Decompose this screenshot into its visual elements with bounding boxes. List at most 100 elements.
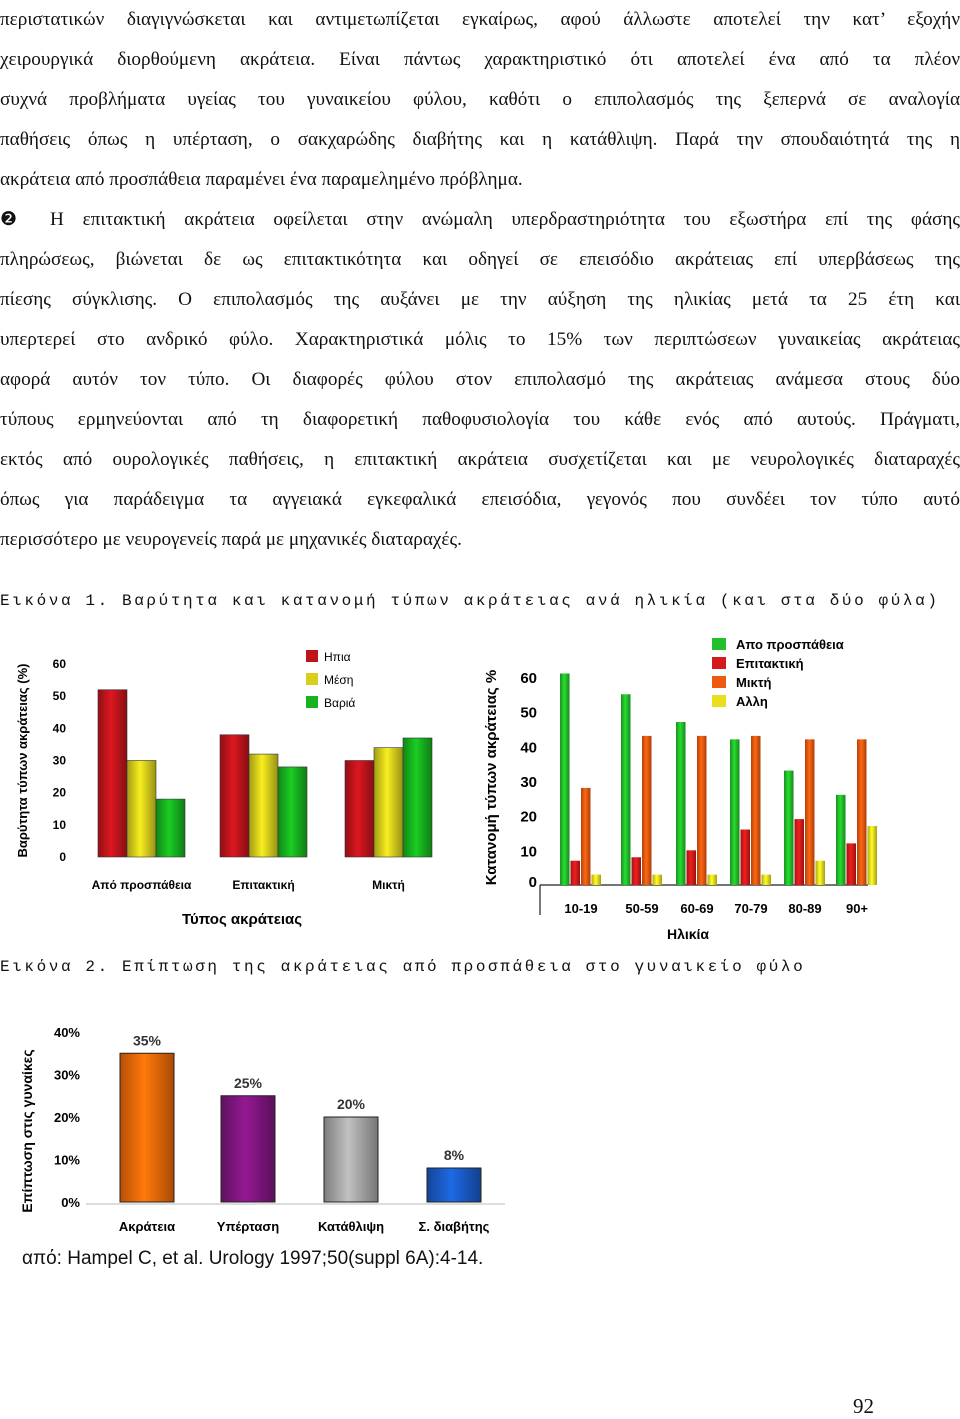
text-line: χειρουργικά διορθούμενη ακράτεια. Είναι … bbox=[0, 49, 960, 70]
text-line: όπως για παράδειγμα τα αγγειακά εγκεφαλι… bbox=[0, 489, 960, 510]
y-tick-label: 30 bbox=[53, 754, 67, 768]
bar bbox=[631, 857, 641, 885]
y-tick-label: 60 bbox=[53, 657, 67, 671]
legend-label: Αλλη bbox=[736, 694, 768, 709]
bar bbox=[581, 787, 591, 885]
bar bbox=[751, 735, 761, 885]
page-number: 92 bbox=[853, 1394, 874, 1418]
x-category-label: Μικτή bbox=[372, 878, 405, 892]
y-tick-label: 50 bbox=[520, 705, 537, 722]
bar bbox=[570, 860, 580, 885]
data-label: 20% bbox=[337, 1096, 366, 1112]
legend-swatch bbox=[712, 695, 726, 707]
y-tick-label: 0% bbox=[61, 1195, 80, 1210]
text-line: πίεσης σύγκλισης. Ο επιπολασμός της αυξά… bbox=[0, 289, 960, 310]
y-tick-label: 30% bbox=[54, 1068, 80, 1083]
x-category-label: 10-19 bbox=[564, 901, 597, 916]
bar bbox=[219, 734, 250, 858]
legend-label: Επιτακτική bbox=[736, 656, 804, 671]
y-tick-label: 40 bbox=[53, 721, 67, 735]
bar bbox=[815, 860, 825, 885]
text-line: περιστατικών διαγιγνώσκεται και αντιμετω… bbox=[0, 9, 960, 30]
body-text: περιστατικών διαγιγνώσκεται και αντιμετω… bbox=[0, 0, 960, 560]
x-category-label: 90+ bbox=[846, 901, 868, 916]
y-tick-label: 40 bbox=[520, 739, 537, 756]
bar bbox=[248, 753, 279, 858]
x-category-label: Σ. διαβήτης bbox=[419, 1219, 490, 1234]
bar bbox=[730, 739, 740, 885]
bar bbox=[323, 1116, 379, 1203]
x-category-label: 60-69 bbox=[680, 901, 713, 916]
bar bbox=[426, 1167, 482, 1203]
text-line: ακράτεια από προσπάθεια παραμένει ένα πα… bbox=[0, 169, 523, 190]
bar bbox=[373, 747, 404, 858]
severity-chart: 0 10 20 30 40 50 60 Βαρύτητα τύπων ακράτειας (%… bbox=[15, 650, 433, 928]
bar bbox=[686, 850, 696, 885]
y-axis-label: Επίπτωση στις γυναίκες bbox=[19, 1049, 35, 1212]
bar bbox=[402, 737, 433, 858]
text-line: αφορά αυτόν τον τύπο. Οι διαφορές φύλου … bbox=[0, 369, 960, 390]
legend-swatch bbox=[306, 673, 318, 685]
text-line: περισσότερο με νευρογενείς παρά με μηχαν… bbox=[0, 529, 462, 550]
text-line: συχνά προβλήματα υγείας του γυναικείου φ… bbox=[0, 89, 960, 110]
bar bbox=[784, 770, 794, 885]
bar bbox=[277, 766, 308, 858]
text-line: υπερτερεί στο ανδρικό φύλο. Χαρακτηριστι… bbox=[0, 329, 960, 350]
y-tick-label: 60 bbox=[520, 670, 537, 687]
x-category-label: Ακράτεια bbox=[119, 1219, 175, 1234]
bar bbox=[119, 1052, 175, 1203]
bar bbox=[642, 735, 652, 885]
x-axis-label: Τύπος ακράτειας bbox=[182, 911, 302, 928]
bar bbox=[676, 722, 686, 885]
x-category-label: Από προσπάθεια bbox=[92, 878, 192, 892]
bar bbox=[794, 819, 804, 885]
x-category-label: Κατάθλιψη bbox=[318, 1219, 384, 1234]
figure1-caption: Εικόνα 1. Βαρύτητα και κατανομή τύπων ακ… bbox=[0, 592, 940, 610]
bar bbox=[220, 1095, 276, 1203]
bar bbox=[836, 794, 846, 885]
legend-swatch bbox=[712, 676, 726, 688]
y-tick-label: 50 bbox=[53, 689, 67, 703]
bar bbox=[846, 843, 856, 885]
legend-swatch bbox=[712, 657, 726, 669]
bar bbox=[867, 826, 877, 885]
y-tick-label: 10% bbox=[54, 1153, 80, 1168]
data-label: 35% bbox=[133, 1032, 162, 1048]
bar bbox=[621, 694, 631, 885]
y-tick-label: 20 bbox=[520, 809, 537, 826]
bar bbox=[560, 673, 570, 885]
bar bbox=[805, 739, 815, 885]
y-tick-label: 10 bbox=[520, 843, 537, 860]
bar bbox=[591, 874, 601, 885]
bar bbox=[97, 689, 128, 858]
x-category-label: Υπέρταση bbox=[217, 1219, 279, 1234]
data-label: 8% bbox=[444, 1147, 465, 1163]
source-citation: από: Hampel C, et al. Urology 1997;50(su… bbox=[22, 1248, 484, 1269]
y-axis-label: Βαρύτητα τύπων ακράτειας (%) bbox=[15, 664, 30, 858]
bar bbox=[761, 874, 771, 885]
figure2-caption: Εικόνα 2. Επίπτωση της ακράτειας από προ… bbox=[0, 958, 806, 976]
x-category-label: Επιτακτική bbox=[232, 878, 294, 892]
stress-incontinence-chart: 0% 10% 20% 30% 40% Επίπτωση στις γυναίκες 35% Α… bbox=[19, 1025, 505, 1234]
bar bbox=[155, 798, 186, 858]
legend-label: Βαριά bbox=[324, 696, 355, 710]
text-line: πληρώσεως, βιώνεται δε ως επιτακτικότητα… bbox=[0, 249, 960, 270]
y-tick-label: 20 bbox=[53, 786, 67, 800]
legend-label: Απο προσπάθεια bbox=[736, 637, 844, 652]
legend-label: Μέση bbox=[324, 673, 353, 687]
text-line: τύπους ερμηνεύονται από τη διαφορετική π… bbox=[0, 409, 960, 430]
y-tick-label: 40% bbox=[54, 1025, 80, 1040]
legend-swatch bbox=[306, 696, 318, 708]
y-tick-label: 20% bbox=[54, 1110, 80, 1125]
x-category-label: 80-89 bbox=[788, 901, 821, 916]
bar bbox=[126, 760, 157, 858]
y-tick-label: 10 bbox=[53, 818, 67, 832]
bar bbox=[344, 760, 375, 858]
bar bbox=[652, 874, 662, 885]
bar bbox=[740, 829, 750, 885]
y-tick-label: 30 bbox=[520, 774, 537, 791]
x-category-label: 50-59 bbox=[625, 901, 658, 916]
x-axis-label: Ηλικία bbox=[667, 926, 709, 942]
x-category-label: 70-79 bbox=[734, 901, 767, 916]
legend-label: Ηπια bbox=[324, 650, 351, 664]
